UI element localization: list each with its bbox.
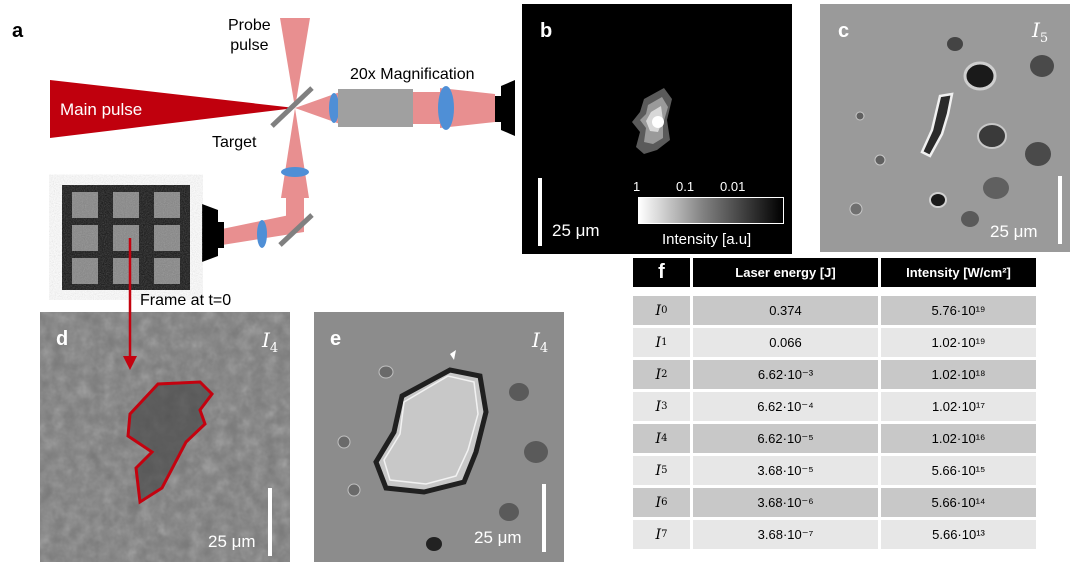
scale-bar-label: 25 μm bbox=[990, 222, 1038, 241]
frame-arrow bbox=[123, 238, 137, 370]
scale-bar bbox=[538, 178, 542, 246]
intensity-label: I5 bbox=[1032, 18, 1049, 46]
column-header: Intensity [W/cm²] bbox=[881, 258, 1036, 287]
column-header: Laser energy [J] bbox=[693, 258, 878, 287]
panel-d-label: d bbox=[56, 328, 69, 350]
panel-c-image: c I5 25 μm bbox=[820, 4, 1070, 252]
colorbar-tick: 0.01 bbox=[720, 179, 746, 194]
colorbar-label: Intensity [a.u] bbox=[662, 231, 752, 248]
scale-bar-label: 25 μm bbox=[552, 221, 600, 240]
camera-icon bbox=[495, 96, 501, 122]
panel-b-image: b 25 μm 1 0.1 0.01 Intensity [a.u] bbox=[522, 4, 792, 254]
panel-e-image: e I4 25 μm bbox=[314, 312, 564, 562]
main-pulse-beam bbox=[50, 80, 295, 138]
panel-b-label: b bbox=[540, 20, 553, 42]
setup-schematic bbox=[50, 18, 515, 290]
colorbar-tick: 1 bbox=[633, 179, 641, 194]
damage-outline bbox=[126, 380, 214, 505]
scale-bar bbox=[268, 488, 272, 556]
panel-e-label: e bbox=[330, 328, 342, 350]
lens-icon bbox=[329, 93, 339, 123]
frame-label: Frame at t=0 bbox=[140, 292, 232, 309]
lens-icon bbox=[438, 86, 454, 130]
colorbar bbox=[638, 197, 784, 224]
scale-bar-label: 25 μm bbox=[474, 528, 522, 547]
probe-beam bbox=[280, 18, 310, 108]
colorbar-tick: 0.1 bbox=[676, 179, 695, 194]
target-label: Target bbox=[212, 134, 257, 151]
scale-bar-label: 25 μm bbox=[208, 532, 256, 551]
objective-icon bbox=[338, 89, 413, 127]
intensity-label: I4 bbox=[262, 328, 279, 356]
lens-icon bbox=[257, 220, 267, 248]
scale-bar bbox=[542, 484, 546, 552]
table-header: f Laser energy [J] Intensity [W/cm²] bbox=[633, 258, 1036, 287]
magnification-label: 20x Magnification bbox=[350, 66, 475, 83]
panel-c-label: c bbox=[838, 20, 850, 42]
camera-icon bbox=[218, 222, 224, 248]
panel-f-label: f bbox=[633, 258, 690, 287]
mirror-icon bbox=[278, 213, 314, 247]
panel-d-image: d I4 25 μm bbox=[40, 312, 290, 562]
main-pulse-label: Main pulse bbox=[60, 100, 143, 119]
scale-bar bbox=[1058, 176, 1062, 244]
lens-icon bbox=[281, 167, 309, 177]
panel-a-label: a bbox=[12, 20, 24, 42]
intensity-label: I4 bbox=[532, 328, 549, 356]
probe-pulse-label: Probe pulse bbox=[228, 17, 271, 54]
target-plate bbox=[270, 86, 314, 128]
